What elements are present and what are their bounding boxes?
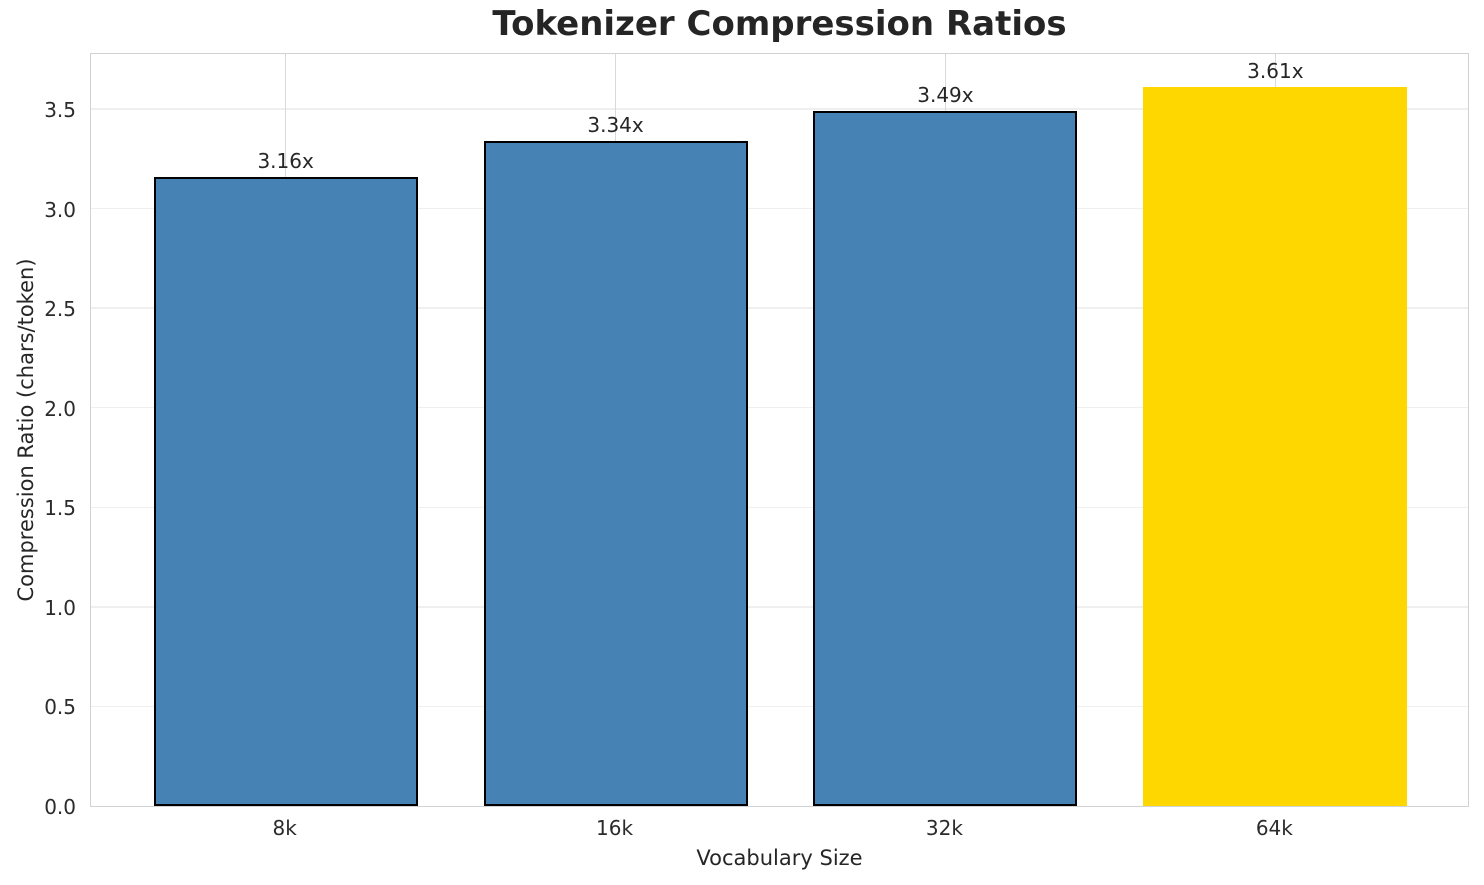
y-tick-label: 1.0 [44,595,76,620]
x-tick-label: 16k [596,816,634,840]
bar-value-label: 3.16x [257,148,314,173]
chart-title: Tokenizer Compression Ratios [492,4,1067,44]
x-tick-label: 64k [1255,816,1293,840]
y-tick-label: 3.5 [44,97,76,122]
bar-32k [813,110,1078,806]
x-tick-label: 32k [925,816,963,840]
x-axis-label: Vocabulary Size [696,846,863,870]
y-tick-label: 0.5 [44,695,76,720]
gridline-horizontal [91,406,1468,409]
y-tick-label: 1.5 [44,496,76,521]
y-tick-label: 2.0 [44,396,76,421]
gridline-horizontal [91,108,1468,110]
gridline-horizontal [91,506,1468,509]
y-tick-label: 0.0 [44,795,76,819]
bar-value-label: 3.49x [917,82,974,107]
y-tick-label: 3.0 [44,197,76,222]
gridline-horizontal [91,307,1468,309]
bar-8k [153,176,418,806]
gridline-horizontal [91,606,1468,608]
x-tick-label: 8k [272,816,297,840]
gridline-horizontal [91,705,1468,708]
bar-16k [483,140,748,806]
bar-64k [1143,87,1408,806]
bar-value-label: 3.34x [587,112,644,137]
gridline-horizontal [91,207,1468,210]
plot-area: 3.16x 3.34x 3.49x 3.61x [90,53,1469,807]
y-tick-label: 2.5 [44,297,76,322]
bar-value-label: 3.61x [1247,59,1304,84]
